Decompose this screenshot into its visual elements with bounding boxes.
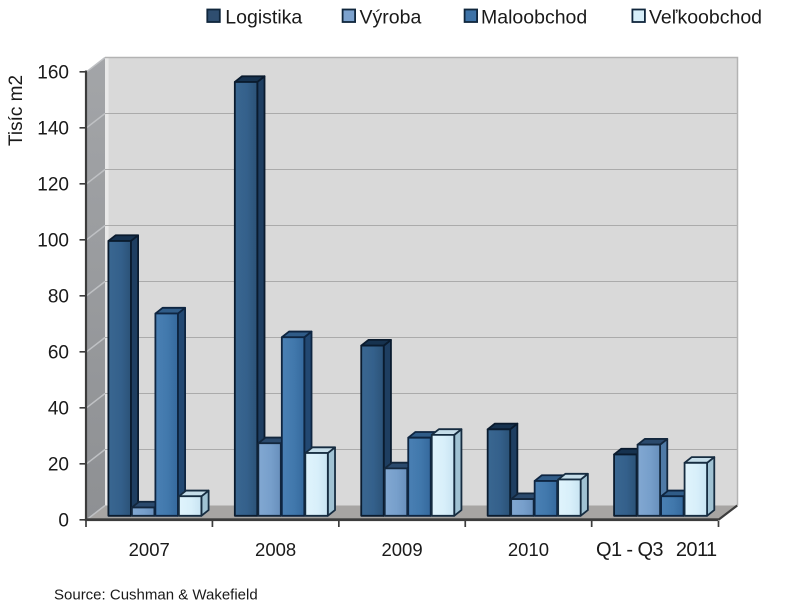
svg-text:60: 60 [48, 343, 69, 364]
svg-text:Logistika: Logistika [225, 7, 302, 29]
svg-text:2007: 2007 [129, 539, 170, 560]
svg-text:Výroba: Výroba [360, 7, 422, 29]
svg-text:160: 160 [37, 63, 69, 84]
svg-text:140: 140 [37, 119, 69, 140]
svg-text:80: 80 [48, 287, 69, 308]
svg-text:Maloobchod: Maloobchod [481, 7, 587, 29]
svg-text:40: 40 [48, 399, 69, 420]
svg-text:2008: 2008 [255, 539, 296, 560]
svg-text:Q1 - Q3 2011: Q1 - Q3 2011 [596, 539, 717, 561]
svg-text:120: 120 [37, 175, 69, 196]
svg-text:2009: 2009 [381, 539, 422, 560]
svg-text:0: 0 [58, 511, 69, 532]
svg-text:20: 20 [48, 455, 69, 476]
svg-text:2010: 2010 [508, 539, 549, 560]
svg-text:100: 100 [37, 231, 69, 252]
svg-text:Veľkoobchod: Veľkoobchod [649, 7, 762, 29]
svg-text:Tisíc m2: Tisíc m2 [6, 75, 27, 146]
svg-text:Source: Cushman & Wakefield: Source: Cushman & Wakefield [54, 587, 258, 604]
